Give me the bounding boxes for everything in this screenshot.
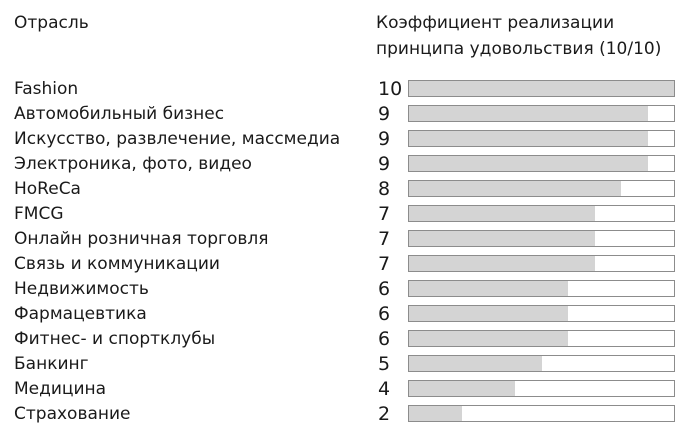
bar-track bbox=[408, 80, 675, 97]
bar-track bbox=[408, 105, 675, 122]
bar-track bbox=[408, 230, 675, 247]
coefficient-value: 7 bbox=[378, 228, 391, 250]
coefficient-value: 7 bbox=[378, 203, 391, 225]
bar bbox=[409, 81, 674, 96]
bar bbox=[409, 156, 648, 171]
bar bbox=[409, 106, 648, 121]
bar bbox=[409, 306, 568, 321]
industry-label: Банкинг bbox=[14, 354, 89, 374]
bar-track bbox=[408, 380, 675, 397]
bar bbox=[409, 181, 621, 196]
industry-label: Автомобильный бизнес bbox=[14, 104, 225, 124]
industry-label: FMCG bbox=[14, 204, 64, 224]
coefficient-value: 10 bbox=[378, 78, 403, 100]
industry-label: Электроника, фото, видео bbox=[14, 154, 252, 174]
bar-track bbox=[408, 355, 675, 372]
coefficient-value: 6 bbox=[378, 278, 391, 300]
coefficient-value: 5 bbox=[378, 353, 391, 375]
coefficient-header-line2: принципа удовольствия (10/10) bbox=[376, 39, 662, 59]
industry-label: Онлайн розничная торговля bbox=[14, 229, 269, 249]
bar bbox=[409, 406, 462, 421]
bar bbox=[409, 231, 595, 246]
bar-track bbox=[408, 330, 675, 347]
coefficient-value: 6 bbox=[378, 328, 391, 350]
coefficient-value: 9 bbox=[378, 153, 391, 175]
coefficient-value: 4 bbox=[378, 378, 391, 400]
industry-label: Недвижимость bbox=[14, 279, 149, 299]
industry-column-header: Отрасль bbox=[14, 13, 89, 33]
bar bbox=[409, 206, 595, 221]
industry-label: Связь и коммуникации bbox=[14, 254, 220, 274]
industry-label: HoReCa bbox=[14, 179, 81, 199]
coefficient-value: 8 bbox=[378, 178, 391, 200]
industry-label: Фармацевтика bbox=[14, 304, 147, 324]
bar-track bbox=[408, 155, 675, 172]
industry-label: Страхование bbox=[14, 404, 131, 424]
coefficient-column-header: Коэффициент реализации принципа удовольс… bbox=[376, 10, 661, 62]
bar-track bbox=[408, 205, 675, 222]
industry-label: Медицина bbox=[14, 379, 107, 399]
industry-label: Искусство, развлечение, массмедиа bbox=[14, 129, 341, 149]
coefficient-header-line1: Коэффициент реализации bbox=[376, 13, 615, 33]
bar-track bbox=[408, 130, 675, 147]
bar bbox=[409, 331, 568, 346]
bar bbox=[409, 131, 648, 146]
coefficient-value: 7 bbox=[378, 253, 391, 275]
coefficient-value: 6 bbox=[378, 303, 391, 325]
bar bbox=[409, 281, 568, 296]
bar bbox=[409, 256, 595, 271]
industry-label: Fashion bbox=[14, 79, 79, 99]
bar bbox=[409, 356, 542, 371]
coefficient-value: 9 bbox=[378, 128, 391, 150]
coefficient-value: 2 bbox=[378, 403, 391, 425]
bar-track bbox=[408, 255, 675, 272]
bar-track bbox=[408, 405, 675, 422]
bar-track bbox=[408, 305, 675, 322]
coefficient-value: 9 bbox=[378, 103, 391, 125]
industry-label: Фитнес- и спортклубы bbox=[14, 329, 216, 349]
bar-track bbox=[408, 280, 675, 297]
bar bbox=[409, 381, 515, 396]
bar-track bbox=[408, 180, 675, 197]
